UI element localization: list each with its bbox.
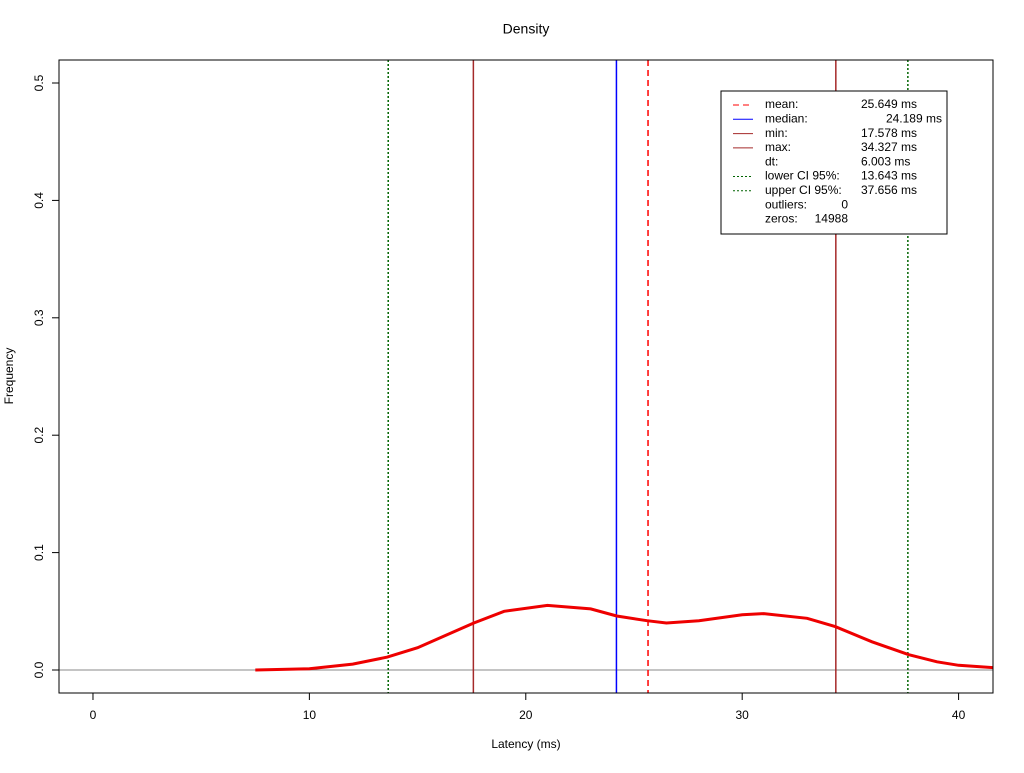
x-tick-label: 10 (303, 708, 317, 722)
plot-frame (58, 59, 994, 694)
x-tick-label: 40 (952, 708, 966, 722)
y-tick-label: 0.5 (32, 74, 46, 91)
legend-label: lower CI 95%: (765, 169, 840, 183)
legend-value: 6.003 ms (861, 154, 910, 168)
x-tick-label: 20 (519, 708, 533, 722)
legend-value: 37.656 ms (861, 183, 917, 197)
legend-label: upper CI 95%: (765, 183, 842, 197)
chart-title: Density (503, 21, 550, 37)
y-tick-label: 0.2 (32, 427, 46, 444)
y-tick-label: 0.3 (32, 309, 46, 326)
y-tick-label: 0.1 (32, 544, 46, 561)
density-curve (255, 603, 993, 672)
legend-box (720, 90, 948, 235)
legend-label: min: (765, 126, 788, 140)
y-tick-label: 0.4 (32, 192, 46, 209)
legend-label: mean: (765, 97, 798, 111)
legend-value: 13.643 ms (861, 169, 917, 183)
y-tick-label: 0.0 (32, 661, 46, 678)
legend-value: 14988 (815, 212, 849, 226)
legend-label: max: (765, 140, 791, 154)
legend-value: 34.327 ms (861, 140, 917, 154)
legend-value: 25.649 ms (861, 97, 917, 111)
legend-label: zeros: (765, 212, 798, 226)
legend-label: outliers: (765, 197, 807, 211)
x-tick-label: 30 (736, 708, 750, 722)
x-axis-label: Latency (ms) (491, 737, 560, 751)
legend-value: 24.189 ms (886, 111, 942, 125)
legend-value: 17.578 ms (861, 126, 917, 140)
legend-label: dt: (765, 154, 778, 168)
legend-label: median: (765, 111, 808, 125)
y-axis-label: Frequency (2, 348, 16, 405)
x-tick-label: 0 (90, 708, 97, 722)
legend-value: 0 (841, 197, 848, 211)
